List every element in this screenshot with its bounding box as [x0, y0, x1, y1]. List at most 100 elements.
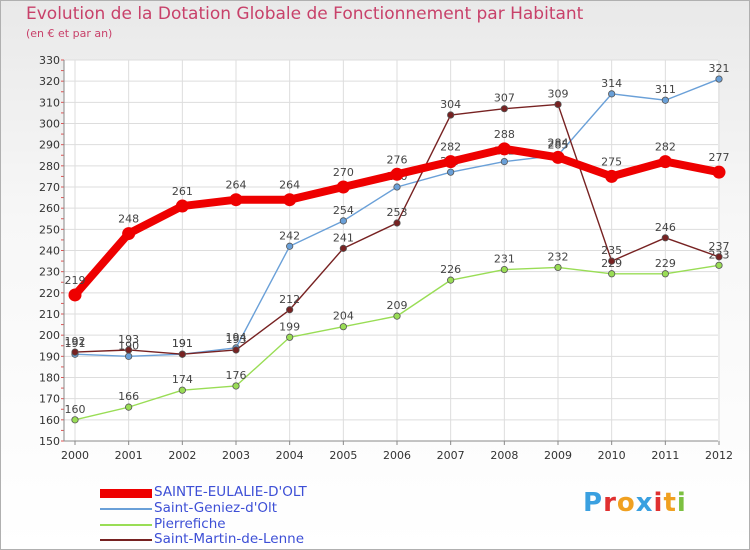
data-label-sainte-eulalie-d-olt: 277 [709, 151, 730, 164]
data-label-saint-martin-de-lenne: 253 [387, 206, 408, 219]
data-label-saint-geniez-d-olt: 242 [279, 229, 300, 242]
data-label-pierrefiche: 204 [333, 310, 354, 323]
y-tick-label: 200 [39, 329, 60, 342]
data-point-saint-geniez-d-olt [447, 168, 455, 176]
data-label-pierrefiche: 209 [387, 299, 408, 312]
data-point-pierrefiche [661, 270, 669, 278]
data-point-pierrefiche [178, 386, 186, 394]
data-point-saint-martin-de-lenne [125, 346, 133, 354]
data-point-pierrefiche [715, 261, 723, 269]
y-tick-label: 190 [39, 350, 60, 363]
x-tick-label: 2009 [544, 449, 572, 462]
x-tick-label: 2006 [383, 449, 411, 462]
data-point-pierrefiche [393, 312, 401, 320]
x-tick-label: 2005 [329, 449, 357, 462]
data-point-saint-geniez-d-olt [393, 183, 401, 191]
data-label-sainte-eulalie-d-olt: 275 [601, 155, 622, 168]
data-point-saint-martin-de-lenne [661, 234, 669, 242]
data-label-saint-martin-de-lenne: 193 [118, 333, 139, 346]
logo-letter: x [635, 488, 654, 518]
data-label-sainte-eulalie-d-olt: 288 [494, 128, 515, 141]
data-point-saint-martin-de-lenne [232, 346, 240, 354]
data-label-saint-martin-de-lenne: 192 [65, 335, 86, 348]
x-tick-label: 2012 [705, 449, 733, 462]
data-point-saint-geniez-d-olt [500, 158, 508, 166]
data-point-pierrefiche [500, 265, 508, 274]
data-point-saint-geniez-d-olt [339, 217, 347, 225]
data-label-saint-geniez-d-olt: 194 [226, 331, 247, 344]
data-point-saint-martin-de-lenne [554, 100, 562, 109]
y-tick-label: 310 [39, 96, 60, 109]
data-label-saint-martin-de-lenne: 309 [548, 87, 569, 100]
data-label-sainte-eulalie-d-olt: 264 [226, 179, 247, 192]
data-label-sainte-eulalie-d-olt: 264 [279, 179, 300, 192]
y-tick-label: 320 [39, 75, 60, 88]
data-label-pierrefiche: 199 [279, 320, 300, 333]
legend-label-pierrefiche: Pierrefiche [154, 516, 226, 532]
proxiti-logo: Proxiti [583, 488, 687, 518]
data-label-saint-geniez-d-olt: 285 [548, 138, 569, 151]
data-label-sainte-eulalie-d-olt: 284 [548, 136, 569, 149]
y-tick-label: 160 [39, 414, 60, 427]
logo-letter: i [653, 488, 664, 518]
data-label-pierrefiche: 176 [226, 369, 247, 382]
data-label-sainte-eulalie-d-olt: 248 [118, 213, 139, 226]
data-label-saint-geniez-d-olt: 311 [655, 83, 676, 96]
data-label-pierrefiche: 229 [655, 257, 676, 270]
data-label-sainte-eulalie-d-olt: 261 [172, 185, 193, 198]
data-label-saint-martin-de-lenne: 246 [655, 221, 676, 234]
data-label-sainte-eulalie-d-olt: 282 [440, 141, 461, 154]
y-tick-label: 240 [39, 245, 60, 258]
y-tick-label: 220 [39, 287, 60, 300]
data-label-saint-geniez-d-olt: 321 [709, 62, 730, 75]
y-tick-label: 330 [39, 54, 60, 67]
data-point-saint-martin-de-lenne [447, 111, 455, 119]
x-tick-label: 2011 [651, 449, 679, 462]
data-label-saint-martin-de-lenne: 235 [601, 244, 622, 257]
data-label-sainte-eulalie-d-olt: 282 [655, 141, 676, 154]
data-point-sainte-eulalie-d-olt [175, 199, 189, 213]
data-label-saint-martin-de-lenne: 304 [440, 98, 461, 111]
x-tick-label: 2000 [61, 449, 89, 462]
legend-label-saint-geniez: Saint-Geniez-d'Olt [154, 500, 278, 516]
data-label-saint-martin-de-lenne: 191 [172, 337, 193, 350]
data-point-sainte-eulalie-d-olt [712, 165, 726, 179]
data-label-saint-martin-de-lenne: 307 [494, 92, 515, 105]
data-label-sainte-eulalie-d-olt: 219 [65, 274, 86, 287]
x-tick-label: 2004 [276, 449, 304, 462]
data-label-saint-geniez-d-olt: 190 [118, 339, 139, 352]
data-point-saint-martin-de-lenne [715, 253, 723, 261]
legend-swatch-pierrefiche [100, 524, 152, 526]
data-label-saint-martin-de-lenne: 212 [279, 293, 300, 306]
data-point-pierrefiche [608, 270, 616, 278]
data-label-sainte-eulalie-d-olt: 276 [387, 153, 408, 166]
data-point-pierrefiche [71, 416, 79, 424]
x-tick-label: 2010 [598, 449, 626, 462]
data-point-sainte-eulalie-d-olt [229, 193, 243, 207]
data-point-sainte-eulalie-d-olt [283, 193, 297, 207]
chart-subtitle: (en € et par an) [26, 27, 113, 40]
legend-swatch-sainte-eulalie [100, 489, 152, 498]
data-label-pierrefiche: 231 [494, 253, 515, 266]
data-label-saint-martin-de-lenne: 241 [333, 231, 354, 244]
data-point-saint-geniez-d-olt [286, 242, 294, 250]
x-tick-label: 2008 [490, 449, 518, 462]
data-label-sainte-eulalie-d-olt: 270 [333, 166, 354, 179]
y-tick-label: 270 [39, 181, 60, 194]
data-point-saint-geniez-d-olt [608, 90, 616, 98]
data-point-pierrefiche [125, 403, 133, 411]
y-tick-label: 260 [39, 202, 60, 215]
data-point-saint-geniez-d-olt [715, 75, 723, 83]
y-tick-label: 280 [39, 160, 60, 173]
x-tick-label: 2003 [222, 449, 250, 462]
data-label-saint-geniez-d-olt: 314 [601, 77, 622, 90]
legend-swatch-saint-geniez [100, 508, 152, 510]
data-point-pierrefiche [554, 263, 562, 272]
data-label-pierrefiche: 166 [118, 390, 139, 403]
data-label-saint-martin-de-lenne: 193 [226, 333, 247, 346]
data-point-saint-martin-de-lenne [178, 350, 186, 358]
data-label-saint-martin-de-lenne: 237 [709, 240, 730, 253]
data-point-saint-geniez-d-olt [125, 352, 133, 360]
data-point-pierrefiche [286, 333, 294, 341]
